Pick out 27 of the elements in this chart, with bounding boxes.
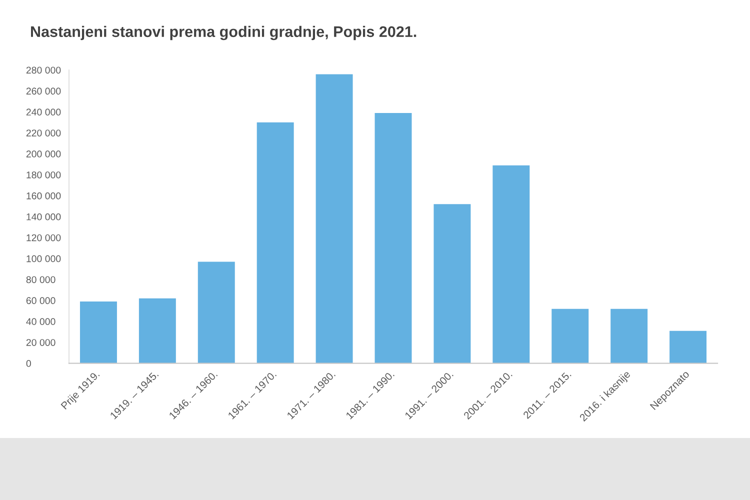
bar: [256, 122, 294, 364]
y-tick-label: 140 000: [26, 213, 61, 220]
y-tick-label: 0: [26, 360, 31, 367]
bar: [552, 308, 589, 364]
y-tick-label: 220 000: [26, 130, 61, 136]
y-tick-label: 20 000: [26, 339, 56, 346]
bar: [198, 262, 235, 364]
y-tick-label: 240 000: [26, 108, 61, 116]
bar: [492, 165, 530, 364]
y-tick-label: 40 000: [26, 318, 56, 326]
bar: [434, 204, 471, 364]
y-tick-label: 200 000: [26, 150, 61, 158]
bar: [138, 298, 176, 364]
y-tick-label: 260 000: [26, 88, 61, 95]
bar: [610, 308, 648, 364]
y-tick-label: 100 000: [26, 255, 61, 262]
chart-title: Nastanjeni stanovi prema godini gradnje, Popis 2021.: [31, 26, 416, 40]
bar: [316, 74, 353, 364]
y-tick-label: 280 000: [26, 66, 61, 74]
y-tick-label: 80 000: [26, 276, 56, 284]
y-tick-label: 180 000: [26, 171, 61, 178]
bar: [670, 330, 707, 364]
bar: [374, 112, 412, 364]
y-tick-label: 60 000: [26, 297, 56, 304]
y-tick-label: 160 000: [26, 192, 61, 200]
y-tick-label: 120 000: [26, 234, 61, 242]
bar: [80, 302, 117, 364]
